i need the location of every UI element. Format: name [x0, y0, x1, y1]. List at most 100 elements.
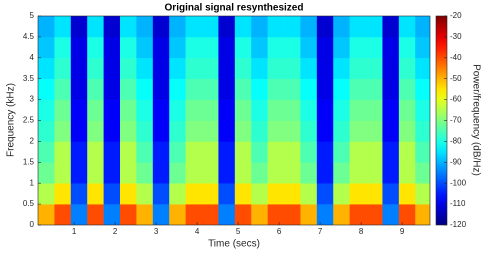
- heatmap-cell: [218, 57, 236, 79]
- heatmap-cell: [316, 16, 334, 38]
- heatmap-cell: [54, 162, 72, 184]
- heatmap-cell: [54, 141, 72, 163]
- heatmap-cell: [251, 16, 268, 38]
- heatmap-cell: [366, 120, 383, 142]
- heatmap-cell: [152, 204, 170, 225]
- heatmap-cell: [366, 78, 383, 100]
- heatmap-cell: [70, 78, 88, 100]
- heatmap-cell: [366, 141, 383, 163]
- chart-title: Original signal resynthesized: [165, 3, 304, 14]
- heatmap-cell: [202, 120, 219, 142]
- heatmap-cell: [300, 183, 318, 205]
- colorbar-tick-label: -80: [450, 137, 462, 146]
- heatmap-cell: [284, 183, 301, 205]
- heatmap-cell: [169, 162, 186, 184]
- heatmap-cell: [267, 120, 285, 142]
- heatmap-cell: [251, 183, 268, 205]
- heatmap-cell: [382, 162, 400, 184]
- heatmap-cell: [185, 120, 203, 142]
- heatmap-cell: [415, 162, 430, 184]
- heatmap-cell: [316, 204, 334, 225]
- heatmap-cell: [202, 99, 219, 121]
- heatmap-cell: [38, 141, 55, 163]
- heatmap-cell: [87, 16, 104, 38]
- heatmap-cell: [267, 57, 285, 79]
- heatmap-cell: [284, 162, 301, 184]
- heatmap-cell: [333, 57, 350, 79]
- heatmap-cell: [234, 16, 252, 38]
- heatmap-cell: [87, 162, 104, 184]
- heatmap-cell: [218, 183, 236, 205]
- heatmap-cell: [136, 120, 154, 142]
- heatmap-cell: [300, 16, 318, 38]
- heatmap-cell: [267, 99, 285, 121]
- heatmap-cell: [382, 36, 400, 59]
- heatmap-cell: [333, 162, 350, 184]
- heatmap-cell: [234, 141, 252, 163]
- heatmap-cell: [185, 78, 203, 100]
- heatmap-cell: [415, 204, 430, 225]
- heatmap-cell: [87, 204, 104, 225]
- heatmap-cell: [87, 120, 104, 142]
- heatmap-cell: [251, 57, 268, 79]
- heatmap-cell: [234, 120, 252, 142]
- heatmap-cell: [70, 204, 88, 225]
- heatmap-cell: [202, 141, 219, 163]
- heatmap-cell: [316, 99, 334, 121]
- heatmap-cell: [218, 78, 236, 100]
- heatmap-cell: [169, 120, 186, 142]
- heatmap-cell: [366, 16, 383, 38]
- heatmap-cell: [316, 57, 334, 79]
- heatmap-cell: [169, 16, 186, 38]
- heatmap-cell: [38, 162, 55, 184]
- heatmap-cell: [218, 16, 236, 38]
- heatmap-cell: [398, 141, 416, 163]
- heatmap-cell: [415, 36, 430, 59]
- heatmap-cell: [415, 141, 430, 163]
- heatmap-cell: [120, 183, 137, 205]
- heatmap-cell: [70, 120, 88, 142]
- heatmap-cell: [54, 204, 72, 225]
- heatmap-cell: [333, 16, 350, 38]
- heatmap-cell: [103, 78, 121, 100]
- heatmap-cell: [333, 204, 350, 225]
- heatmap-cell: [185, 162, 203, 184]
- x-tick-label: 1: [72, 227, 77, 236]
- heatmap-cell: [382, 16, 400, 38]
- heatmap-cell: [398, 183, 416, 205]
- heatmap-cell: [185, 57, 203, 79]
- heatmap-cell: [103, 16, 121, 38]
- heatmap-cell: [152, 36, 170, 59]
- heatmap-cell: [152, 120, 170, 142]
- heatmap-cell: [120, 57, 137, 79]
- heatmap-cell: [70, 36, 88, 59]
- heatmap-cell: [136, 99, 154, 121]
- heatmap-cell: [103, 183, 121, 205]
- heatmap-cell: [87, 78, 104, 100]
- heatmap-cell: [300, 78, 318, 100]
- colorbar-label: Power/frequency (dB/Hz): [470, 64, 481, 176]
- heatmap-cell: [366, 36, 383, 59]
- heatmap-cell: [300, 99, 318, 121]
- heatmap-cell: [202, 78, 219, 100]
- heatmap-cell: [267, 162, 285, 184]
- heatmap-cell: [87, 57, 104, 79]
- heatmap-cell: [284, 99, 301, 121]
- heatmap-cell: [202, 16, 219, 38]
- heatmap-cell: [54, 36, 72, 59]
- heatmap-cell: [202, 204, 219, 225]
- heatmap-cell: [267, 16, 285, 38]
- colorbar-tick-label: -30: [450, 32, 462, 41]
- heatmap-cell: [87, 99, 104, 121]
- heatmap-cell: [218, 99, 236, 121]
- heatmap-cell: [398, 36, 416, 59]
- heatmap-cell: [152, 162, 170, 184]
- heatmap-cell: [152, 141, 170, 163]
- heatmap-cell: [316, 120, 334, 142]
- heatmap-cell: [169, 36, 186, 59]
- heatmap-cell: [398, 78, 416, 100]
- heatmap-cell: [349, 36, 367, 59]
- heatmap-cell: [366, 57, 383, 79]
- heatmap-cell: [398, 16, 416, 38]
- heatmap-cell: [300, 57, 318, 79]
